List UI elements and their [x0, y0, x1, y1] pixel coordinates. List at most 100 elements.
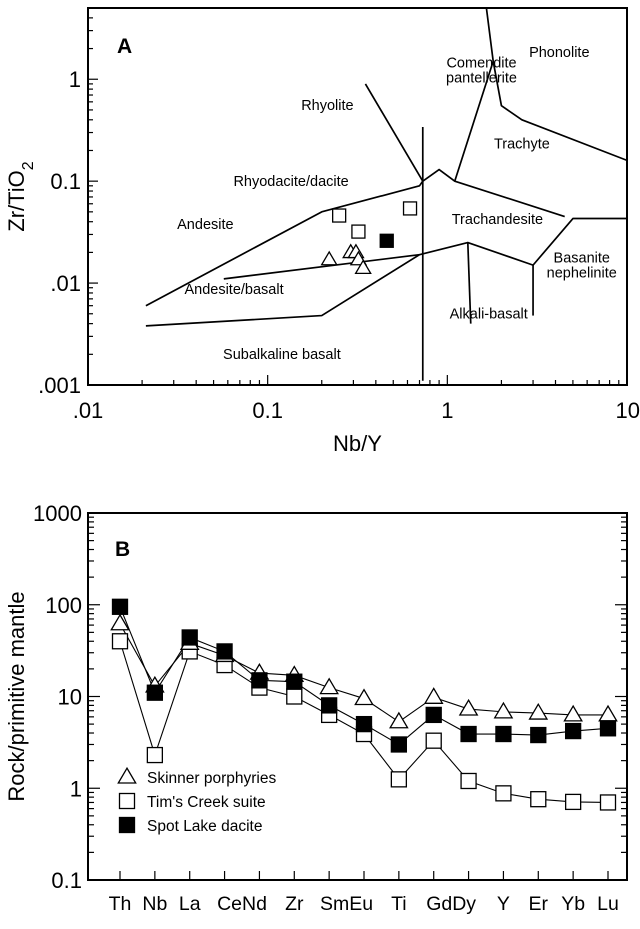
- field-label-trachandesite: Trachandesite: [452, 212, 543, 228]
- y-tick-label: 1: [69, 67, 81, 92]
- point-tim-s-creek-suite: [286, 688, 303, 705]
- x-category-label: SmEu: [320, 893, 373, 915]
- field-label-line: Rhyolite: [301, 98, 353, 114]
- point-spot-lake-dacite: [111, 598, 129, 615]
- point-tim-s-creek-suite: [495, 785, 512, 802]
- field-label-rhyolite: Rhyolite: [301, 98, 353, 114]
- point-skinner-porphyries: [423, 687, 444, 704]
- field-label-comendite-pantellerite: Comendite pantellerite: [446, 56, 517, 87]
- field-label-andesite: Andesite: [177, 217, 233, 233]
- field-boundary-line: [466, 242, 472, 324]
- x-category-label: Yb: [561, 893, 585, 915]
- field-label-andesite-basalt: Andesite/basalt: [184, 282, 283, 298]
- x-tick-label: 0.1: [252, 398, 283, 423]
- x-category-label: Ti: [391, 893, 407, 915]
- point-spot-lake-dacite: [379, 233, 394, 248]
- field-label-line: Subalkaline basalt: [223, 347, 341, 363]
- point-tim-s-creek-suite: [425, 732, 442, 749]
- point-spot-lake-dacite: [355, 715, 373, 733]
- panel-b-frame: [87, 512, 628, 881]
- field-boundary-line: [453, 7, 495, 182]
- point-spot-lake-dacite: [425, 706, 442, 724]
- point-tim-s-creek-suite: [146, 746, 164, 764]
- point-tim-s-creek-suite: [530, 791, 547, 808]
- x-tick-label: 10: [616, 398, 640, 423]
- field-boundary-line: [492, 61, 628, 162]
- point-skinner-porphyries: [389, 711, 409, 729]
- y-tick-label: 0.1: [50, 169, 81, 194]
- x-category-label: GdDy: [426, 893, 476, 915]
- point-tim-s-creek-suite: [402, 201, 418, 216]
- field-label-alkali-basalt: Alkali-basalt: [450, 306, 528, 322]
- point-skinner-porphyries: [110, 613, 130, 631]
- panel-b-legend: Skinner porphyries Tim's Creek suite Spot …: [117, 766, 276, 835]
- y-tick-label: 100: [45, 593, 82, 618]
- panel-b-primitive-mantle-spider-diagram: 0.1 1 10 100 1000 Th Nb La CeNd Zr SmEu Ti GdDy Y Er Y…: [4, 501, 628, 915]
- legend-label-skinner-porphyries: Skinner porphyries: [147, 770, 276, 787]
- point-tim-s-creek-suite: [390, 771, 408, 788]
- y-tick-label: 1000: [33, 501, 82, 526]
- panel-a-frame: [87, 7, 628, 386]
- field-label-line: Comendite: [446, 56, 516, 72]
- y-tick-label: .001: [38, 373, 81, 398]
- panel-a-field-boundaries: [145, 7, 628, 381]
- point-tim-s-creek-suite: [351, 224, 366, 239]
- point-spot-lake-dacite: [530, 726, 547, 744]
- x-category-label: Zr: [285, 893, 304, 915]
- field-label-basanite-nephelinite: Basanite nephelinite: [547, 250, 617, 281]
- field-label-line: pantellerite: [446, 71, 517, 87]
- panel-b-x-category-labels: Th Nb La CeNd Zr SmEu Ti GdDy Y Er Yb Lu: [109, 893, 619, 915]
- y-tick-label: .01: [50, 271, 81, 296]
- legend-label-spot-lake-dacite: Spot Lake dacite: [147, 818, 262, 835]
- x-category-label: CeNd: [217, 893, 267, 915]
- point-spot-lake-dacite: [181, 629, 198, 646]
- x-category-label: Th: [109, 893, 132, 915]
- point-spot-lake-dacite: [286, 673, 303, 690]
- point-spot-lake-dacite: [495, 725, 512, 743]
- point-spot-lake-dacite: [390, 736, 408, 753]
- y-tick-label: 10: [58, 685, 82, 710]
- field-boundary-line: [364, 83, 424, 381]
- field-label-trachyte: Trachyte: [494, 136, 550, 152]
- point-spot-lake-dacite: [251, 672, 268, 689]
- point-spot-lake-dacite: [320, 697, 338, 714]
- y-tick-label: 0.1: [51, 868, 82, 893]
- point-skinner-porphyries: [598, 704, 618, 722]
- panel-b-label: B: [115, 538, 130, 561]
- legend-marker-skinner-porphyries: [117, 766, 137, 784]
- panel-a-label: A: [117, 35, 132, 58]
- field-label-line: Phonolite: [529, 45, 589, 61]
- point-skinner-porphyries: [354, 259, 372, 275]
- point-skinner-porphyries: [493, 701, 514, 719]
- point-spot-lake-dacite: [146, 684, 164, 701]
- point-tim-s-creek-suite: [460, 772, 477, 790]
- x-category-label: Lu: [597, 893, 619, 915]
- panel-a-field-labels: Comendite pantellerite Phonolite Rhyolite Tr…: [177, 45, 617, 363]
- field-label-line: nephelinite: [547, 265, 617, 281]
- point-skinner-porphyries: [320, 250, 338, 266]
- field-label-line: Basanite: [554, 250, 610, 266]
- point-spot-lake-dacite: [460, 725, 477, 743]
- x-category-label: La: [179, 893, 201, 915]
- point-tim-s-creek-suite: [599, 794, 617, 811]
- point-tim-s-creek-suite: [564, 793, 582, 811]
- field-boundary-line: [223, 253, 420, 280]
- field-label-line: Trachandesite: [452, 212, 543, 228]
- legend-marker-tim-s-creek-suite: [118, 792, 136, 810]
- panel-a-y-axis-label: Zr/TiO2: [4, 161, 37, 232]
- x-category-label: Nb: [142, 893, 167, 915]
- legend-label-tim-s-creek-suite: Tim's Creek suite: [147, 794, 266, 811]
- field-label-rhyodacite-dacite: Rhyodacite/dacite: [233, 174, 348, 190]
- point-skinner-porphyries: [458, 698, 479, 716]
- field-label-line: Rhyodacite/dacite: [233, 174, 348, 190]
- point-tim-s-creek-suite: [332, 208, 347, 223]
- point-spot-lake-dacite: [599, 720, 617, 737]
- field-label-phonolite: Phonolite: [529, 45, 589, 61]
- panel-b-data-points: [110, 598, 618, 811]
- field-label-line: Alkali-basalt: [450, 306, 528, 322]
- field-label-subalkaline-basalt: Subalkaline basalt: [223, 347, 341, 363]
- panel-a-x-axis-label: Nb/Y: [333, 431, 382, 456]
- field-boundary-line: [422, 168, 565, 218]
- point-spot-lake-dacite: [216, 643, 233, 660]
